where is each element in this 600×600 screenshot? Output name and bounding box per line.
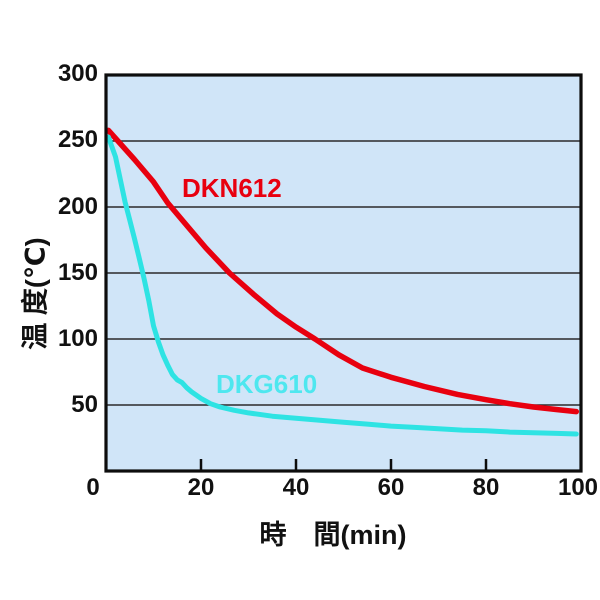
dkg610-curve	[105, 134, 579, 437]
y-tick-label-250: 250	[57, 126, 98, 153]
dkg610-series-label: DKG610	[216, 369, 318, 399]
y-tick-label-300: 300	[57, 60, 98, 87]
x-axis-tick-marks	[199, 459, 488, 471]
y-tick-label-50: 50	[71, 391, 98, 418]
dkn612-curve	[105, 127, 580, 415]
x-tick-label-60: 60	[377, 474, 405, 501]
x-axis-title: 時 間(min)	[259, 520, 407, 550]
x-tick-label-80: 80	[472, 474, 500, 501]
y-tick-label-100: 100	[57, 325, 98, 352]
x-tick-label-40: 40	[282, 474, 310, 501]
data-curves	[105, 127, 580, 437]
dkn612-series-label: DKN612	[182, 173, 282, 203]
x-tick-label-20: 20	[187, 474, 215, 501]
y-axis-title: 温 度(℃)	[20, 237, 51, 350]
x-tick-label-0: 0	[86, 474, 100, 501]
plot-border	[104, 73, 583, 473]
x-tick-label-100: 100	[557, 474, 599, 501]
y-tick-label-200: 200	[57, 193, 98, 220]
horizontal-gridlines	[106, 140, 581, 406]
y-tick-label-150: 150	[57, 259, 98, 286]
